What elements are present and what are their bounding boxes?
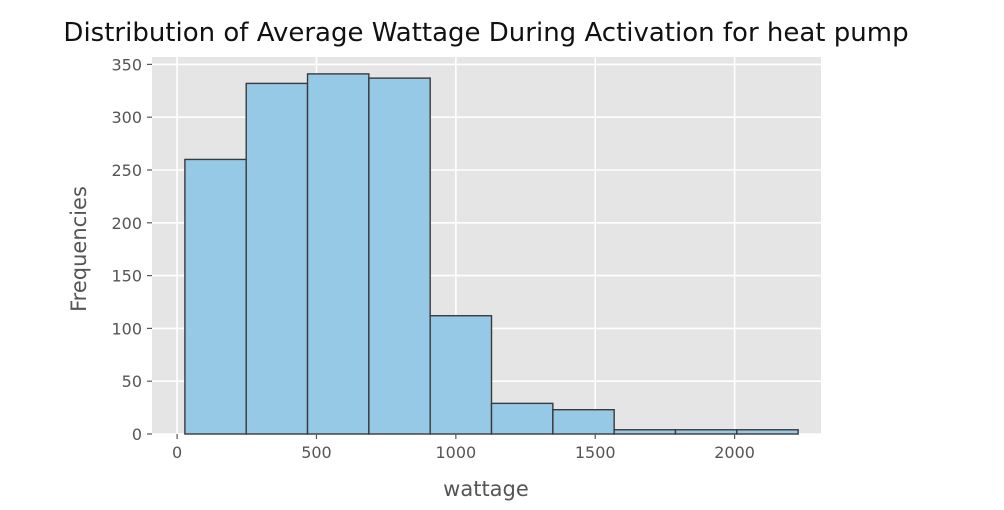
y-tick-label: 150 (111, 267, 142, 286)
x-tick-label: 1000 (435, 443, 476, 462)
x-tick-label: 500 (301, 443, 332, 462)
y-axis-label: Frequencies (67, 186, 91, 312)
y-tick-label: 100 (111, 319, 142, 338)
y-tick-label: 50 (122, 372, 142, 391)
y-tick-label: 250 (111, 161, 142, 180)
histogram-bar (306, 73, 370, 435)
x-tick-label: 2000 (714, 443, 755, 462)
x-tick-label: 1500 (575, 443, 616, 462)
histogram-bar (368, 77, 431, 435)
histogram-bar (613, 429, 677, 435)
histogram-bar (552, 409, 615, 435)
histogram-bar (674, 429, 738, 435)
x-tick-label: 0 (172, 443, 182, 462)
histogram-bar (429, 315, 493, 435)
histogram-bar (245, 82, 309, 435)
x-axis-label: wattage (443, 477, 529, 501)
y-tick-label: 200 (111, 214, 142, 233)
chart-title: Distribution of Average Wattage During A… (63, 18, 908, 48)
histogram-bar (184, 158, 247, 435)
y-tick-label: 350 (111, 55, 142, 74)
histogram-bars (184, 73, 799, 435)
y-axis: 0 50 100 150 200 250 300 350 (111, 55, 152, 444)
histogram-bar (736, 429, 799, 435)
x-axis: 0 500 1000 1500 2000 (172, 434, 755, 462)
histogram-bar (490, 402, 554, 435)
y-tick-label: 0 (132, 425, 142, 444)
y-tick-label: 300 (111, 108, 142, 127)
